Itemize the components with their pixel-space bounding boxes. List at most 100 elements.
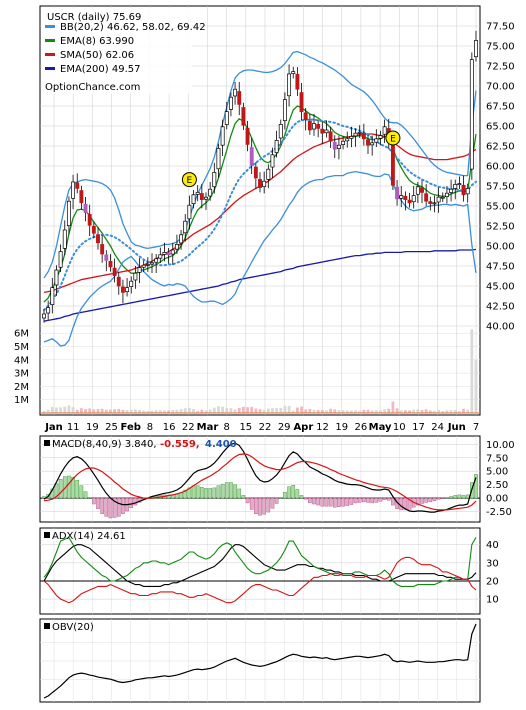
date-tick-label: 16 [163,422,176,433]
macd-histogram-bar [453,495,458,499]
earnings-marker-label: E [390,135,396,145]
price-tick-label: 70.00 [486,82,515,93]
legend-swatch [45,25,55,28]
volume-bar [416,409,420,413]
macd-histogram-bar [349,497,354,505]
volume-bar [271,408,274,413]
volume-bar [208,409,212,413]
candle-body [320,128,325,134]
date-tick-label: May [369,422,392,433]
macd-histogram-bar [445,497,449,499]
candle-body [291,71,296,74]
candle-body [191,194,196,204]
candle-body [370,142,375,146]
macd-histogram-bar [216,485,221,499]
candle-body [120,286,125,293]
candle-body [287,73,292,97]
candle-body [42,313,46,319]
earnings-marker [181,172,197,188]
price-tick-label: 47.50 [486,262,515,273]
legend-swatch [44,532,50,538]
volume-bar [433,410,436,413]
macd-histogram-bar [312,497,316,505]
date-tick-label: 22 [259,422,272,433]
volume-bar [354,410,357,413]
macd-histogram-bar [278,497,283,499]
volume-bar [84,409,87,413]
candle-body [220,126,225,146]
macd-histogram-bar [391,497,395,506]
macd-histogram-bar [129,497,134,508]
price-tick-label: 67.50 [486,102,515,113]
candle-body [440,196,445,199]
macd-histogram-bar [308,497,312,504]
candle-body [469,59,474,170]
volume-bar [150,410,154,413]
volume-bar [300,406,303,413]
volume-bar [383,409,387,413]
macd-histogram-bar [474,474,478,499]
date-tick-label: 10 [393,422,406,433]
volume-bar [117,408,121,413]
candle-body [428,201,433,204]
obv-legend: OBV(20) [44,622,94,633]
volume-bar [349,410,353,413]
candle-body [436,196,441,203]
volume-bar [158,410,162,413]
candle-body [312,123,316,130]
volume-bar [399,410,403,413]
macd-histogram-bar [220,483,225,499]
volume-bar [63,406,67,413]
earnings-markers: EE [181,130,401,188]
price-tick-label: 42.50 [486,302,515,313]
candle-body [453,184,458,189]
price-candles [42,30,478,323]
volume-bar [374,410,378,413]
candle-body [444,192,449,197]
volume-bar [275,408,279,413]
candle-body [249,147,254,166]
candle-body [357,132,362,134]
candle-body [224,111,229,125]
macd-histogram-bar [440,497,445,499]
volume-bar [304,409,308,413]
candle-body [166,252,171,256]
price-tick-label: 55.00 [486,202,515,213]
volume-bar [104,409,108,413]
volume-bar [163,410,166,413]
macd-histogram-bar [71,476,75,499]
macd-lines [43,442,477,513]
candle-body [366,139,370,146]
macd-histogram-bar [357,497,362,503]
macd-histogram-bar [399,497,404,511]
candle-body [91,226,96,234]
volume-bar [403,410,407,413]
panel-tick-label: 0.00 [486,494,508,505]
volume-bar [395,408,399,413]
candle-body [125,287,130,293]
candle-body [336,144,341,149]
volume-bar [412,409,416,413]
adx-legend-label: ADX(14) 24.61 [52,531,126,542]
date-tick-label: 25 [105,422,118,433]
candle-body [361,133,366,140]
candle-body [87,213,92,226]
macd-histogram-bar [224,482,229,499]
volume-bar [341,410,345,413]
volume-bar [254,408,258,413]
obv-line [43,623,477,699]
volume-bar [457,410,461,413]
candle-body [58,251,63,268]
volume-bar [233,409,237,413]
volume-bar [55,407,58,413]
volume-bar [192,408,195,413]
legend-label: EMA(200) 49.57 [60,64,140,75]
earnings-marker-label: E [187,176,193,186]
earnings-marker [385,130,401,146]
candle-body [465,188,470,195]
date-tick-label: Mar [197,422,219,433]
volume-bar [50,407,54,413]
candle-body [457,183,462,185]
volume-bar [291,410,295,413]
volume-bar [183,408,187,413]
